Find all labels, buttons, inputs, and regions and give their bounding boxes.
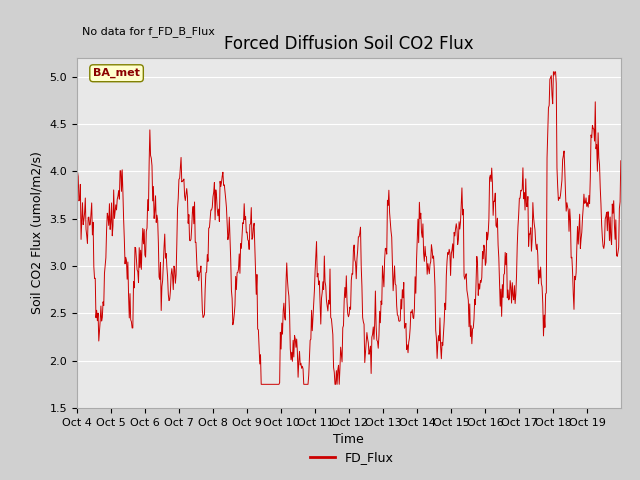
Text: No data for f_FD_B_Flux: No data for f_FD_B_Flux bbox=[82, 25, 215, 36]
Legend: FD_Flux: FD_Flux bbox=[305, 446, 399, 469]
Y-axis label: Soil CO2 Flux (umol/m2/s): Soil CO2 Flux (umol/m2/s) bbox=[31, 151, 44, 314]
X-axis label: Time: Time bbox=[333, 433, 364, 446]
Title: Forced Diffusion Soil CO2 Flux: Forced Diffusion Soil CO2 Flux bbox=[224, 35, 474, 53]
Text: BA_met: BA_met bbox=[93, 68, 140, 78]
